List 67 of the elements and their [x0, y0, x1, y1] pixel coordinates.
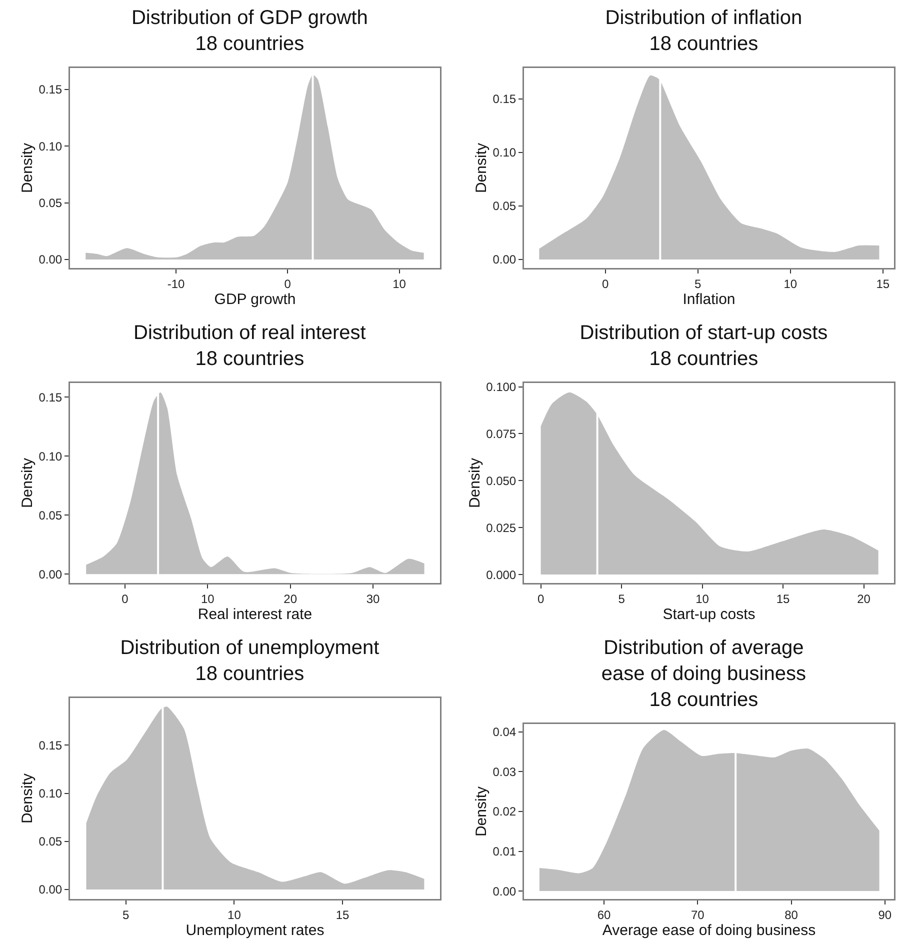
x-tick-label: 10 — [784, 276, 798, 291]
x-axis-title: Start-up costs — [662, 606, 756, 623]
y-axis-title: Density — [19, 142, 36, 194]
y-tick-label: 0.000 — [486, 568, 516, 582]
x-tick-label: 0 — [602, 276, 610, 291]
y-tick-label: 0.05 — [492, 199, 516, 214]
x-tick-label: 5 — [694, 276, 702, 291]
x-tick-label: 10 — [228, 908, 242, 922]
chart-title: Distribution of inflation 18 countries — [605, 7, 802, 55]
x-tick-label: 10 — [696, 592, 710, 606]
x-tick-label: 20 — [857, 592, 871, 606]
x-axis-title: Average ease of doing business — [602, 922, 816, 939]
x-axis-title: Inflation — [682, 290, 736, 308]
x-axis-title: GDP growth — [214, 290, 296, 308]
x-tick-label: 10 — [200, 592, 215, 606]
y-axis-title: Density — [473, 786, 490, 837]
y-tick-label: 0.05 — [38, 196, 62, 210]
y-tick-label: 0.15 — [38, 390, 62, 404]
x-tick-label: 60 — [597, 908, 612, 922]
x-tick-label: 80 — [784, 908, 798, 922]
y-tick-label: 0.15 — [492, 92, 516, 106]
x-tick-label: 70 — [690, 908, 705, 922]
y-tick-label: 0.050 — [486, 474, 516, 488]
y-tick-label: 0.01 — [492, 844, 516, 858]
y-tick-label: 0.075 — [486, 426, 516, 441]
y-axis-title: Density — [19, 773, 36, 824]
x-tick-label: 0 — [122, 592, 129, 606]
x-tick-label: 0 — [284, 276, 292, 291]
chart-title: Distribution of GDP growth 18 countries — [131, 7, 368, 55]
y-tick-label: 0.02 — [492, 804, 516, 819]
x-tick-label: 15 — [336, 908, 350, 922]
x-tick-label: 30 — [366, 592, 380, 606]
x-tick-label: 90 — [878, 908, 892, 922]
y-tick-label: 0.04 — [492, 725, 516, 740]
y-tick-label: 0.10 — [492, 146, 516, 160]
y-tick-label: 0.10 — [38, 786, 62, 800]
chart-title: Distribution of unemployment 18 countries — [120, 637, 380, 685]
x-tick-label: 5 — [618, 592, 626, 606]
x-tick-label: 5 — [122, 908, 130, 922]
x-tick-label: 15 — [776, 592, 790, 606]
y-axis-title: Density — [19, 458, 36, 508]
y-tick-label: 0.03 — [492, 764, 516, 779]
y-tick-label: 0.00 — [492, 884, 516, 898]
chart-title: Distribution of average ease of doing business 18 countries — [601, 637, 806, 711]
x-tick-label: 0 — [537, 592, 544, 606]
y-tick-label: 0.00 — [38, 567, 62, 582]
y-tick-label: 0.10 — [38, 139, 62, 154]
y-tick-label: 0.05 — [38, 508, 62, 522]
x-tick-label: 20 — [284, 592, 298, 606]
y-axis-title: Density — [473, 142, 490, 194]
y-tick-label: 0.15 — [38, 738, 62, 752]
y-tick-label: 0.100 — [486, 380, 516, 394]
x-tick-label: -10 — [167, 276, 186, 291]
x-tick-label: 15 — [876, 276, 890, 291]
chart-title: Distribution of real interest 18 countries — [134, 322, 366, 370]
y-tick-label: 0.05 — [38, 834, 62, 849]
y-tick-label: 0.00 — [38, 252, 62, 267]
y-tick-label: 0.00 — [38, 882, 62, 897]
y-tick-label: 0.00 — [492, 252, 516, 267]
chart-title: Distribution of start-up costs 18 countries — [580, 322, 828, 370]
x-axis-title: Unemployment rates — [186, 922, 324, 939]
x-tick-label: 10 — [392, 276, 406, 291]
x-axis-title: Real interest rate — [198, 606, 312, 623]
y-tick-label: 0.10 — [38, 449, 62, 464]
y-tick-label: 0.025 — [486, 520, 516, 535]
y-tick-label: 0.15 — [38, 82, 62, 97]
y-axis-title: Density — [466, 458, 484, 508]
